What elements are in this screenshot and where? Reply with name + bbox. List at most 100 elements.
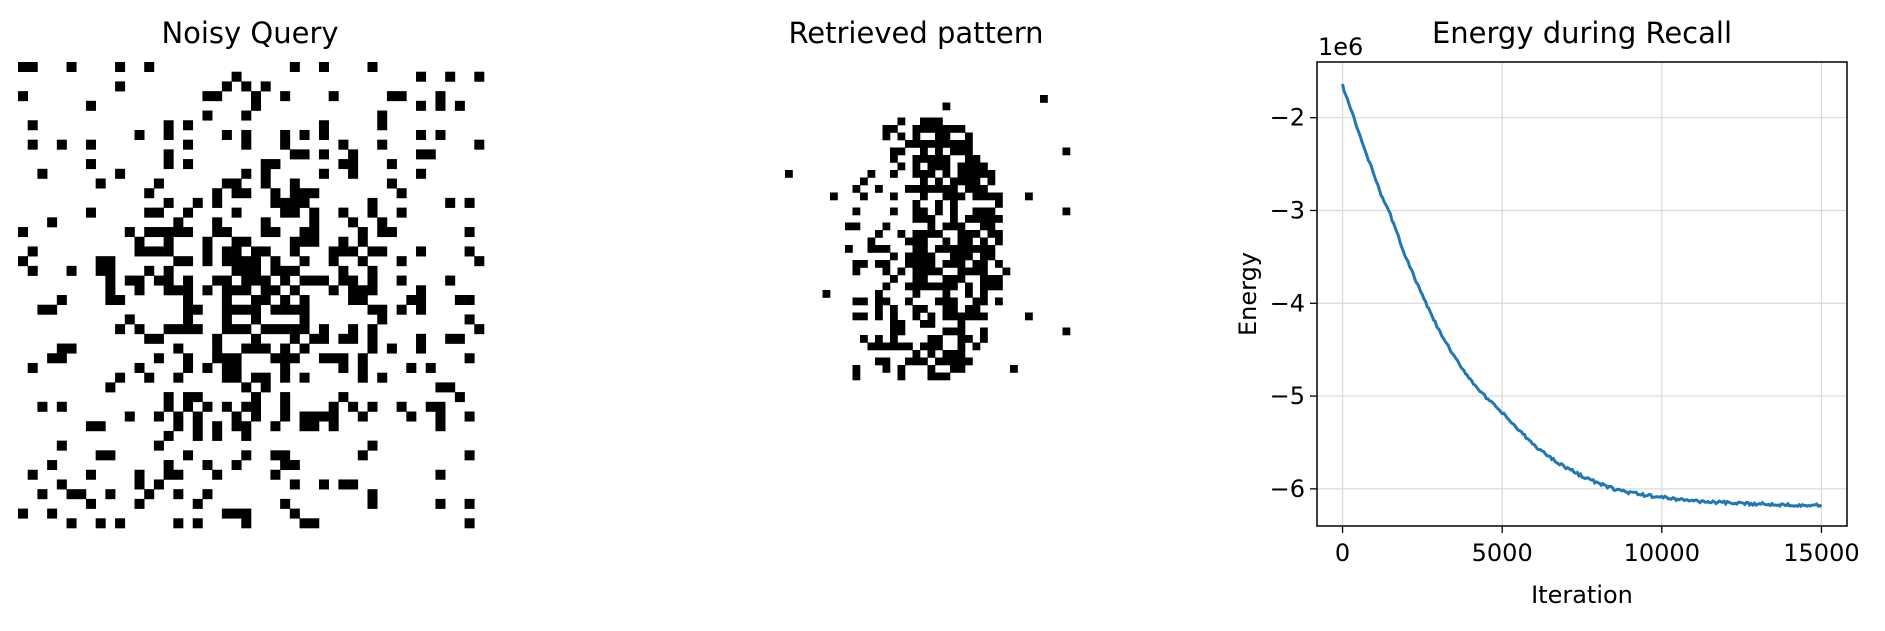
- pixel: [912, 162, 921, 171]
- pixel: [950, 365, 958, 373]
- pixel: [897, 267, 906, 276]
- pixel: [299, 188, 310, 199]
- pixel: [875, 185, 883, 193]
- pixel: [965, 230, 973, 238]
- pixel: [270, 197, 281, 208]
- pixel: [270, 469, 281, 480]
- pixel: [231, 285, 242, 296]
- pixel: [289, 207, 300, 218]
- pixel: [912, 185, 921, 193]
- pixel: [972, 155, 981, 163]
- pixel: [95, 178, 106, 189]
- pixel: [251, 372, 262, 383]
- pixel: [241, 129, 252, 140]
- pixel: [957, 357, 966, 366]
- pixel: [105, 265, 116, 276]
- pixel: [897, 117, 906, 126]
- pixel: [183, 295, 194, 306]
- pixel: [231, 324, 242, 335]
- pixel: [85, 159, 96, 170]
- pixel: [357, 236, 368, 247]
- y-tick-label: −4: [1270, 289, 1305, 317]
- pixel: [348, 217, 359, 228]
- pixel: [474, 324, 485, 335]
- pixel: [357, 362, 368, 373]
- pixel: [367, 285, 378, 296]
- pixel: [270, 353, 281, 364]
- pixel: [882, 222, 891, 231]
- pixel: [328, 91, 339, 102]
- pixel: [882, 125, 891, 133]
- pixel: [957, 312, 966, 321]
- pixel: [134, 129, 145, 140]
- pixel: [270, 256, 281, 267]
- pixel: [890, 155, 898, 163]
- pixel: [950, 350, 958, 358]
- pixel: [882, 357, 891, 366]
- pixel: [260, 343, 271, 354]
- pixel: [367, 304, 378, 315]
- pixel: [927, 185, 936, 193]
- pixel: [231, 304, 242, 315]
- pixel: [972, 312, 981, 321]
- pixel: [318, 62, 329, 73]
- pixel: [280, 401, 291, 412]
- pixel: [957, 275, 966, 283]
- pixel: [338, 275, 349, 286]
- pixel: [890, 170, 898, 178]
- pixel: [980, 207, 988, 216]
- pixel: [875, 305, 883, 313]
- pixel: [357, 450, 368, 461]
- pixel: [882, 297, 891, 306]
- energy-gridlines: [1317, 62, 1847, 526]
- pixel: [950, 260, 958, 268]
- pixel: [957, 327, 966, 336]
- pixel: [1002, 267, 1011, 276]
- pixel: [328, 421, 339, 432]
- pixel: [299, 236, 310, 247]
- pixel: [318, 120, 329, 131]
- pixel: [890, 147, 898, 156]
- pixel: [183, 207, 194, 218]
- pixel: [66, 265, 77, 276]
- pixel: [183, 450, 194, 461]
- pixel: [192, 518, 203, 529]
- pixel: [163, 460, 174, 471]
- pixel: [912, 245, 921, 253]
- pixel: [950, 147, 958, 156]
- pixel: [27, 469, 38, 480]
- pixel: [882, 342, 891, 351]
- pixel: [912, 260, 921, 268]
- pixel: [251, 246, 262, 257]
- pixel: [163, 236, 174, 247]
- pixel: [309, 236, 320, 247]
- pixel: [85, 469, 96, 480]
- pixel: [957, 170, 966, 178]
- pixel: [396, 401, 407, 412]
- pixel: [445, 275, 456, 286]
- pixel: [965, 132, 973, 141]
- pixel: [299, 411, 310, 422]
- pixel: [890, 312, 898, 321]
- pixel: [435, 401, 446, 412]
- pixel: [241, 401, 252, 412]
- pixel: [144, 372, 155, 383]
- retrieved-pattern-image: [785, 95, 1071, 381]
- pixel: [942, 140, 951, 148]
- pixel: [85, 139, 96, 150]
- pixel: [965, 215, 973, 223]
- pixel: [890, 342, 898, 351]
- pixel: [927, 155, 936, 163]
- pixel: [221, 353, 232, 364]
- pixel: [260, 372, 271, 383]
- pixel: [890, 192, 898, 201]
- pixel: [357, 372, 368, 383]
- pixel: [280, 411, 291, 422]
- pixel: [920, 275, 928, 283]
- pixel: [860, 260, 868, 268]
- pixel: [957, 245, 966, 253]
- pixel: [972, 305, 981, 313]
- pixel: [328, 285, 339, 296]
- pixel: [927, 372, 936, 381]
- pixel: [435, 411, 446, 422]
